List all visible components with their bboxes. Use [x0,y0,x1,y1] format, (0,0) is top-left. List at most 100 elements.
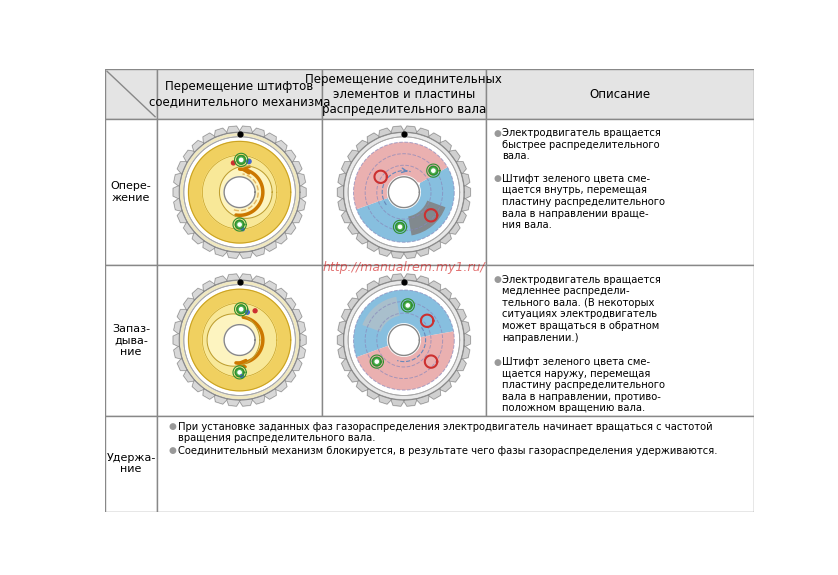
Polygon shape [189,141,291,243]
Polygon shape [439,380,452,392]
Polygon shape [391,274,405,281]
Polygon shape [416,276,429,285]
Polygon shape [348,369,360,382]
Polygon shape [338,333,344,347]
Text: ●: ● [494,358,502,367]
Polygon shape [284,150,296,163]
Polygon shape [338,346,347,359]
Polygon shape [342,309,352,322]
Polygon shape [456,309,466,322]
Polygon shape [203,155,277,229]
Polygon shape [297,198,306,212]
Polygon shape [240,158,243,162]
Polygon shape [173,185,179,199]
Polygon shape [406,304,410,307]
Text: http://manualrem.my1.ru/: http://manualrem.my1.ru/ [323,261,485,274]
Bar [158,69,322,119]
Polygon shape [348,285,460,396]
Polygon shape [215,128,228,137]
Bar [158,119,322,265]
Polygon shape [416,247,429,256]
Polygon shape [375,360,379,363]
Polygon shape [184,221,195,234]
Polygon shape [263,133,277,144]
Polygon shape [184,369,195,382]
Polygon shape [177,210,188,223]
Bar [322,119,486,265]
Polygon shape [461,321,470,335]
Polygon shape [439,232,452,244]
Polygon shape [348,137,460,248]
Polygon shape [173,333,179,347]
Polygon shape [224,325,255,355]
Polygon shape [356,232,369,244]
Polygon shape [235,368,244,377]
Polygon shape [379,276,392,285]
Bar [322,265,486,416]
Polygon shape [292,358,302,371]
Polygon shape [251,128,265,137]
Polygon shape [292,210,302,223]
Text: Штифт зеленого цвета сме-
щается наружу, перемещая
пластину распределительного
в: Штифт зеленого цвета сме- щается наружу,… [502,357,665,413]
Polygon shape [192,232,204,244]
Polygon shape [461,173,470,187]
Polygon shape [179,132,300,252]
Polygon shape [275,232,287,244]
Polygon shape [284,369,296,382]
Polygon shape [367,133,380,144]
Polygon shape [207,314,260,366]
Polygon shape [226,398,241,406]
Polygon shape [275,288,287,300]
Text: Опере-
жение: Опере- жение [111,181,152,203]
Polygon shape [379,247,392,256]
Polygon shape [367,281,380,292]
Polygon shape [173,321,183,335]
Polygon shape [403,398,417,406]
Polygon shape [344,280,464,400]
Polygon shape [220,166,272,218]
Text: ●: ● [494,275,502,285]
Polygon shape [367,240,380,251]
Polygon shape [428,281,441,292]
Polygon shape [297,346,306,359]
Bar [105,119,158,265]
Text: ●: ● [494,174,502,183]
Text: Описание: Описание [590,87,650,101]
Polygon shape [251,247,265,256]
Polygon shape [203,240,215,251]
Polygon shape [297,321,306,335]
Wedge shape [356,331,454,390]
Polygon shape [403,126,417,133]
Polygon shape [173,173,183,187]
Polygon shape [203,133,215,144]
Polygon shape [428,133,441,144]
Polygon shape [215,276,228,285]
Text: Электродвигатель вращается
медленнее распредели-
тельного вала. (В некоторых
сит: Электродвигатель вращается медленнее рас… [502,275,661,343]
Wedge shape [356,167,454,242]
Polygon shape [439,288,452,300]
Polygon shape [416,394,429,404]
Polygon shape [356,140,369,152]
Polygon shape [429,166,437,175]
Polygon shape [428,388,441,399]
Polygon shape [226,251,241,258]
Polygon shape [432,169,435,172]
Polygon shape [239,126,253,133]
Polygon shape [338,321,347,335]
Polygon shape [235,220,244,229]
Polygon shape [238,223,241,226]
Polygon shape [177,309,188,322]
Polygon shape [356,288,369,300]
Polygon shape [464,333,470,347]
Polygon shape [203,388,215,399]
Polygon shape [263,388,277,399]
Polygon shape [239,274,253,281]
Polygon shape [238,371,241,374]
Polygon shape [348,298,360,311]
Polygon shape [373,358,381,366]
Wedge shape [354,142,447,209]
Polygon shape [342,358,352,371]
Wedge shape [408,201,446,235]
Polygon shape [179,280,300,400]
Wedge shape [362,297,400,332]
